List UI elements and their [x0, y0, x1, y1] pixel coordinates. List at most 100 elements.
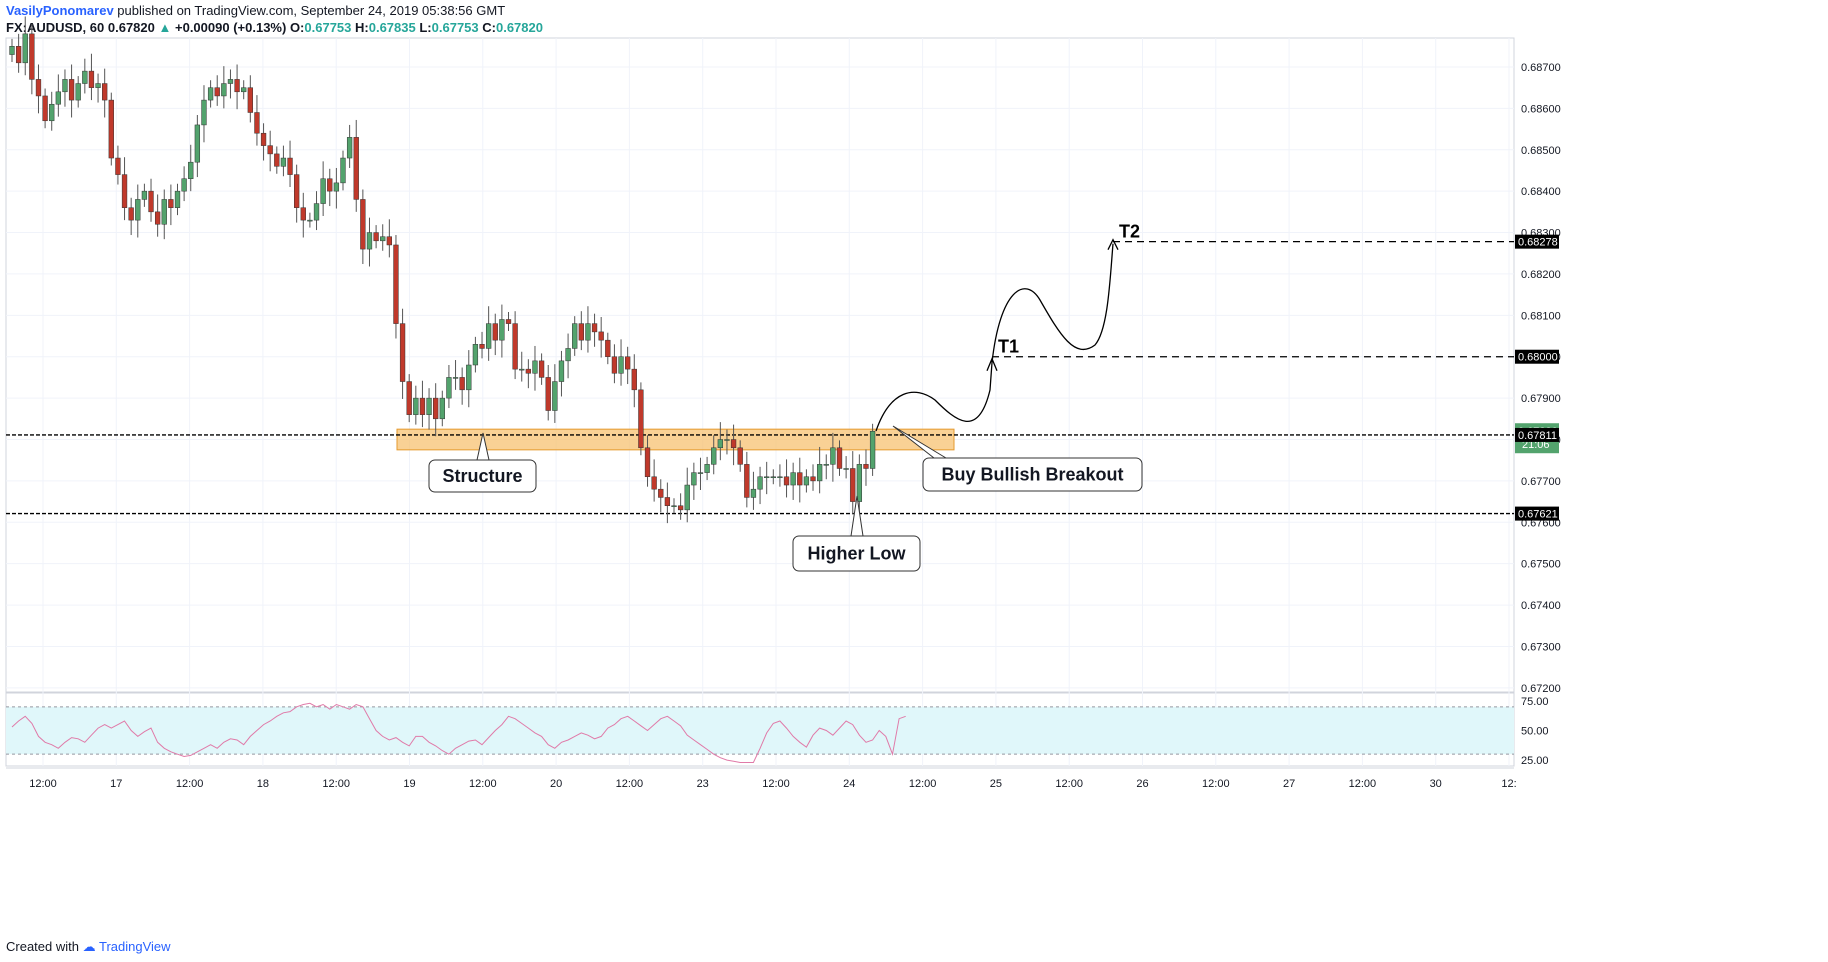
bearish-candle	[68, 79, 75, 101]
bullish-candle	[413, 397, 419, 415]
higher-low-callout-text: Higher Low	[808, 544, 907, 564]
bullish-candle	[552, 381, 558, 411]
bullish-candle	[691, 472, 697, 486]
y-tick-label: 0.68700	[1521, 62, 1561, 74]
bullish-candle	[194, 124, 201, 163]
level-2-price-tag: 0.67621	[1518, 509, 1558, 521]
bullish-candle	[188, 161, 194, 179]
bullish-candle	[452, 377, 459, 379]
bearish-candle	[108, 99, 114, 159]
bearish-candle	[102, 83, 108, 101]
bullish-candle	[426, 397, 432, 415]
x-tick-label: 19	[403, 778, 415, 790]
rsi-tick-label: 50.00	[1521, 726, 1549, 738]
bearish-candle	[538, 360, 545, 378]
footer: Created with ☁ TradingView	[6, 939, 171, 955]
bearish-candle	[578, 323, 584, 341]
bearish-candle	[168, 199, 174, 208]
bullish-candle	[135, 199, 141, 221]
target-2-label: T2	[1119, 222, 1140, 242]
symbol-title[interactable]: FX:AUDUSD, 60	[6, 20, 105, 35]
bearish-candle	[836, 447, 843, 469]
target-2-price-tag-bg	[1515, 234, 1559, 249]
bearish-candle	[360, 199, 366, 250]
bearish-candle	[631, 368, 637, 391]
x-tick-label: 12:00	[762, 778, 790, 790]
bullish-candle	[823, 464, 829, 466]
bearish-candle	[744, 464, 750, 498]
bullish-candle	[671, 505, 677, 507]
projected-path	[875, 243, 1114, 432]
bearish-candle	[545, 377, 551, 411]
bullish-candle	[869, 430, 876, 469]
y-tick-label: 0.67900	[1521, 393, 1561, 405]
bearish-candle	[737, 447, 743, 465]
x-tick-label: 18	[257, 778, 269, 790]
bearish-candle	[128, 207, 134, 221]
author-link[interactable]: VasilyPonomarev	[6, 3, 114, 18]
close-label: C:	[482, 20, 496, 35]
higher-low-callout: Higher Low	[792, 495, 921, 572]
bullish-candle	[750, 488, 757, 498]
bearish-candle	[863, 464, 869, 469]
level-1-price-tag-bg	[1515, 427, 1559, 442]
bullish-candle	[757, 476, 763, 490]
bullish-candle	[346, 137, 353, 159]
bearish-candle	[287, 157, 293, 175]
bearish-candle	[42, 95, 48, 122]
buy-breakout-callout-text: Buy Bullish Breakout	[941, 465, 1123, 485]
bearish-candle	[300, 207, 306, 221]
x-tick-label: 12:00	[1202, 778, 1230, 790]
x-tick-label: 23	[697, 778, 709, 790]
bearish-candle	[598, 331, 604, 341]
bearish-candle	[294, 174, 300, 208]
bullish-candle	[201, 99, 207, 126]
bullish-candle	[499, 319, 505, 341]
bearish-candle	[121, 174, 128, 208]
bullish-candle	[320, 178, 326, 204]
y-tick-label: 0.68100	[1521, 310, 1561, 322]
x-tick-label: 12:	[1501, 778, 1516, 790]
bullish-candle	[141, 190, 148, 200]
bearish-candle	[267, 145, 273, 155]
bullish-candle	[380, 236, 386, 242]
y-tick-label: 0.68400	[1521, 186, 1561, 198]
bullish-candle	[95, 83, 101, 88]
bullish-candle	[221, 83, 227, 97]
bearish-candle	[810, 476, 816, 482]
bearish-candle	[274, 153, 280, 167]
higher-low-callout-pointer	[850, 495, 864, 537]
y-tick-label: 0.68200	[1521, 269, 1561, 281]
bullish-candle	[764, 476, 770, 479]
x-tick-label: 12:00	[909, 778, 937, 790]
target-1-price-tag: 0.68000	[1518, 352, 1558, 364]
low-label: L:	[419, 20, 432, 35]
published-text: published on TradingView.com, September …	[117, 3, 506, 18]
bearish-candle	[154, 211, 161, 225]
bullish-candle	[62, 79, 68, 93]
open-value: 0.67753	[304, 20, 352, 35]
bearish-candle	[393, 244, 399, 324]
bullish-candle	[340, 157, 346, 184]
bearish-candle	[730, 439, 737, 449]
target-2-arrowhead	[1107, 238, 1119, 250]
price-pane	[5, 37, 1515, 693]
bearish-candle	[433, 397, 439, 420]
bullish-candle	[790, 472, 796, 486]
tradingview-logo-icon[interactable]: ☁	[82, 939, 96, 954]
x-tick-label: 12:00	[176, 778, 204, 790]
bullish-candle	[472, 344, 479, 366]
bearish-candle	[797, 472, 803, 486]
tradingview-brand[interactable]: TradingView	[99, 939, 171, 954]
bearish-candle	[658, 488, 664, 498]
countdown-tag: 21:06	[1522, 439, 1550, 451]
bearish-candle	[373, 232, 379, 242]
bearish-candle	[234, 79, 240, 93]
y-tick-label: 0.67400	[1521, 600, 1561, 612]
y-tick-label: 0.67700	[1521, 476, 1561, 488]
symbol-legend: FX:AUDUSD, 60 0.67820 ▲ +0.00090 (+0.13%…	[6, 20, 543, 35]
bearish-candle	[625, 356, 631, 370]
target-1-label: T1	[998, 337, 1019, 357]
bearish-candle	[591, 323, 598, 333]
